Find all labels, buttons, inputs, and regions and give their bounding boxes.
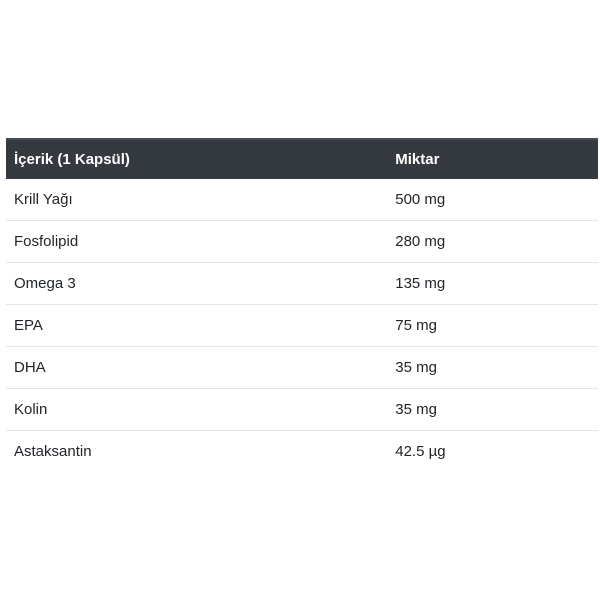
table-row: EPA 75 mg — [6, 304, 598, 347]
table-row: Fosfolipid 280 mg — [6, 220, 598, 263]
header-amount: Miktar — [387, 138, 598, 179]
ingredient-name-cell: Omega 3 — [6, 262, 388, 305]
ingredients-table-container: İçerik (1 Kapsül) Miktar Krill Yağı 500 … — [6, 138, 598, 472]
ingredients-table: İçerik (1 Kapsül) Miktar Krill Yağı 500 … — [6, 138, 598, 472]
table-row: Astaksantin 42.5 µg — [6, 430, 598, 472]
table-row: DHA 35 mg — [6, 346, 598, 389]
amount-cell: 42.5 µg — [387, 430, 598, 472]
amount-cell: 75 mg — [387, 304, 598, 347]
ingredient-name-cell: Astaksantin — [6, 430, 388, 472]
amount-cell: 135 mg — [387, 262, 598, 305]
ingredient-name-cell: DHA — [6, 346, 388, 389]
table-body: Krill Yağı 500 mg Fosfolipid 280 mg Omeg… — [6, 179, 598, 472]
ingredient-name-cell: Krill Yağı — [14, 191, 73, 208]
amount-cell: 35 mg — [387, 388, 598, 431]
table-row: Kolin 35 mg — [6, 388, 598, 431]
amount-cell: 500 mg — [395, 191, 446, 208]
table-row: Krill Yağı 500 mg — [6, 179, 598, 221]
header-ingredient: İçerik (1 Kapsül) — [6, 138, 388, 179]
table-header: İçerik (1 Kapsül) Miktar — [6, 138, 598, 179]
ingredient-name-cell: Kolin — [6, 388, 388, 431]
amount-cell: 35 mg — [387, 346, 598, 389]
table-row: Omega 3 135 mg — [6, 262, 598, 305]
table-header-row: İçerik (1 Kapsül) Miktar — [6, 138, 598, 179]
ingredient-name-cell: Fosfolipid — [6, 220, 388, 263]
ingredient-name-cell: EPA — [6, 304, 388, 347]
amount-cell: 280 mg — [387, 220, 598, 263]
